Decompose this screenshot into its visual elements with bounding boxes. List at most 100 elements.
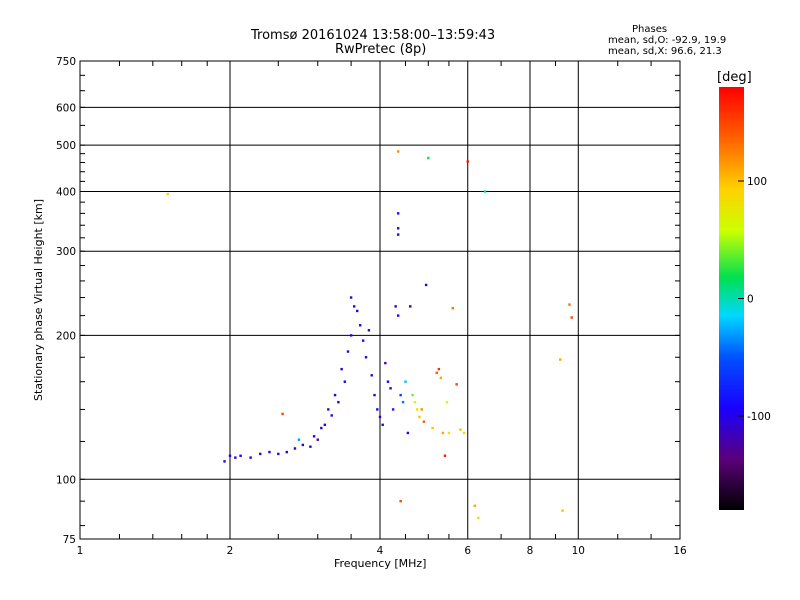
chart-title-line1: Tromsø 20161024 13:58:00–13:59:43: [251, 28, 496, 43]
y-axis-label: Stationary phase Virtual Height [km]: [32, 198, 45, 401]
phases-stats-x: mean, sd,X: 96.6, 21.3: [608, 46, 722, 57]
data-point: [349, 334, 353, 337]
data-point: [166, 192, 169, 196]
data-point: [293, 447, 297, 450]
data-point: [376, 408, 379, 411]
data-point: [559, 358, 562, 361]
data-point: [327, 408, 330, 411]
data-point: [427, 156, 430, 160]
y-tick-label: 100: [56, 474, 76, 486]
data-point: [316, 438, 319, 441]
data-point: [396, 212, 400, 215]
x-axis-label: Frequency [MHz]: [334, 557, 427, 570]
data-point: [378, 415, 382, 419]
data-point: [281, 412, 284, 416]
data-point: [477, 516, 480, 520]
data-point: [570, 316, 573, 319]
data-point: [312, 435, 316, 438]
data-point: [373, 393, 376, 397]
x-tick-label: 1: [77, 545, 84, 557]
data-point: [399, 499, 402, 503]
colorbar-tick-label: 0: [747, 294, 754, 306]
data-point: [424, 283, 428, 287]
data-point: [285, 450, 288, 454]
data-point: [415, 408, 419, 411]
data-point: [418, 415, 421, 419]
data-point: [384, 361, 387, 365]
data-point: [309, 445, 312, 448]
data-point: [455, 383, 458, 386]
data-point: [396, 150, 400, 153]
y-tick-label: 400: [56, 186, 76, 198]
data-point: [439, 376, 443, 380]
colorbar-label: [deg]: [717, 70, 752, 85]
data-point: [396, 314, 400, 317]
data-point: [268, 450, 271, 454]
data-point: [473, 504, 477, 508]
data-point: [409, 305, 412, 308]
data-point: [277, 452, 280, 456]
data-point: [323, 423, 327, 427]
y-tick-label: 75: [63, 534, 76, 546]
data-point: [320, 426, 323, 430]
data-point: [401, 400, 405, 404]
y-tick-label: 200: [56, 330, 76, 342]
data-point: [391, 408, 395, 411]
data-point: [445, 400, 449, 404]
data-point: [568, 303, 571, 306]
y-tick-label: 600: [56, 102, 76, 114]
x-tick-label: 16: [673, 545, 687, 557]
data-point: [367, 329, 371, 332]
data-point: [343, 380, 347, 383]
data-point: [259, 452, 262, 456]
grid-lines: [80, 61, 680, 539]
data-point: [483, 190, 487, 193]
data-point: [396, 233, 400, 236]
data-point: [394, 305, 397, 308]
data-point: [413, 400, 417, 404]
data-point: [462, 431, 466, 435]
data-point: [223, 460, 226, 463]
data-point: [249, 456, 252, 459]
y-tick-label: 750: [56, 56, 76, 68]
x-tick-label: 2: [227, 545, 234, 557]
x-tick-label: 6: [464, 545, 471, 557]
x-tick-label: 10: [572, 545, 585, 557]
data-point: [447, 431, 451, 435]
plot-frame: [79, 60, 681, 540]
data-point: [234, 456, 237, 459]
data-point: [389, 387, 392, 390]
data-point: [399, 393, 402, 397]
data-point: [337, 400, 340, 404]
data-point: [358, 324, 362, 327]
data-point: [437, 367, 441, 371]
y-tick-label: 500: [56, 140, 76, 152]
data-point: [441, 431, 445, 435]
data-point: [443, 454, 447, 457]
data-point: [352, 305, 356, 308]
data-point: [364, 356, 368, 359]
data-point: [381, 423, 384, 427]
data-point: [431, 426, 434, 430]
data-point: [228, 454, 232, 457]
data-point: [330, 414, 333, 417]
data-point: [333, 393, 337, 397]
data-point: [422, 420, 426, 423]
data-point: [420, 408, 423, 411]
data-point: [355, 309, 359, 313]
data-point: [340, 367, 343, 371]
data-point: [386, 380, 390, 383]
data-point: [466, 160, 469, 163]
data-point: [451, 306, 455, 310]
colorbar-tick-label: 100: [747, 176, 767, 188]
data-point: [301, 443, 305, 447]
axis-ticks: 1 2 4 6 8 10 16 75 100 200 300 400 500 600 750: [56, 56, 687, 557]
data-point: [346, 350, 350, 353]
chart-title-line2: RwPretec (8p): [335, 42, 427, 57]
data-points: [166, 150, 573, 520]
data-point: [361, 339, 365, 342]
data-point: [561, 509, 564, 512]
x-tick-label: 8: [527, 545, 534, 557]
phases-stats-title: Phases: [632, 24, 668, 35]
